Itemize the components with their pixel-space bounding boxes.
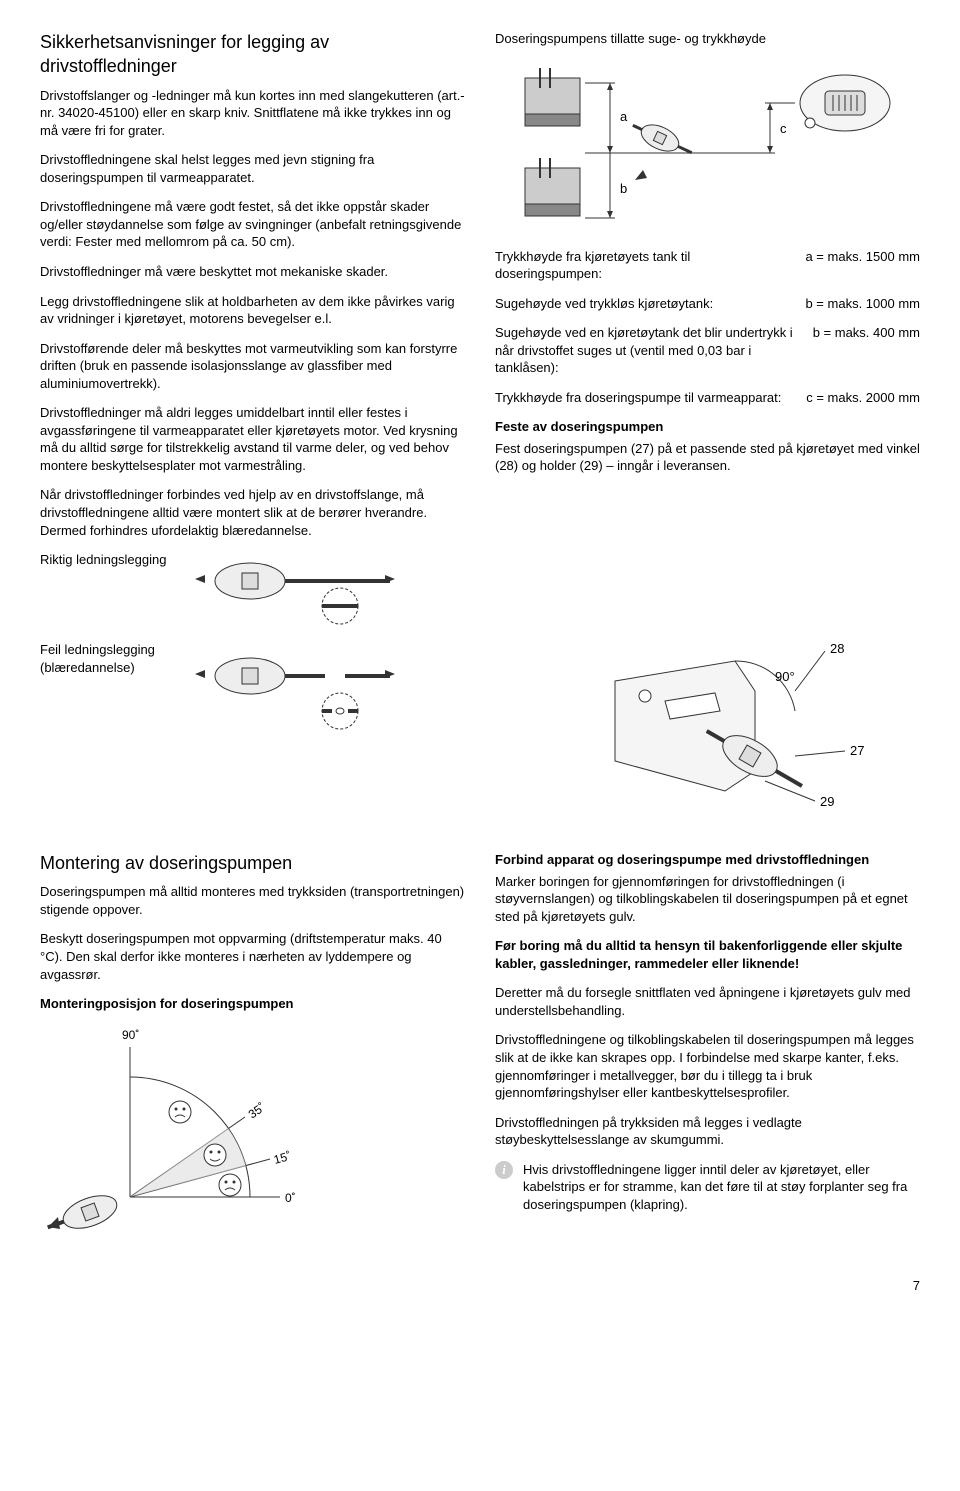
diagram-correct-routing: [190, 551, 450, 631]
svg-text:15˚: 15˚: [272, 1149, 292, 1167]
row2-value: b = maks. 1000 mm: [805, 295, 920, 313]
label-28: 28: [830, 641, 844, 656]
svg-text:0˚: 0˚: [285, 1191, 296, 1205]
heading-montering: Montering av doseringspumpen: [40, 851, 465, 875]
top-section: Sikkerhetsanvisninger for legging av dri…: [40, 30, 920, 641]
row3-value: b = maks. 400 mm: [813, 324, 920, 377]
heading-position: Monteringposisjon for doseringspumpen: [40, 995, 465, 1013]
row2-label: Sugehøyde ved trykkløs kjøretøytank:: [495, 295, 805, 313]
para-2: Drivstoffledningene skal helst legges me…: [40, 151, 465, 186]
bracket-diagram-block: 90° 28 27 29: [495, 641, 920, 841]
para-1: Drivstoffslanger og -ledninger må kun ko…: [40, 87, 465, 140]
diagram-wrong-routing: [190, 641, 450, 741]
para-forbind4: Drivstoffledningene og tilkoblingskabele…: [495, 1031, 920, 1101]
row4-value: c = maks. 2000 mm: [806, 389, 920, 407]
heading-feste: Feste av doseringspumpen: [495, 418, 920, 436]
para-forbind2: Før boring må du alltid ta hensyn til ba…: [495, 937, 920, 972]
info-note: i Hvis drivstoffledningene ligger inntil…: [495, 1161, 920, 1214]
heading-safety: Sikkerhetsanvisninger for legging av dri…: [40, 30, 465, 79]
label-correct: Riktig ledningslegging: [40, 551, 180, 569]
para-10: Beskytt doseringspumpen mot oppvarming (…: [40, 930, 465, 983]
dim-b-label: b: [620, 181, 627, 196]
para-8: Når drivstoffledninger forbindes ved hje…: [40, 486, 465, 539]
heading-pump-heights: Doseringspumpens tillatte suge- og trykk…: [495, 30, 920, 48]
para-3: Drivstoffledningene må være godt festet,…: [40, 198, 465, 251]
height-row-3: Sugehøyde ved en kjøretøytank det blir u…: [495, 324, 920, 377]
diagram-angle: 0˚ 90˚: [40, 1017, 340, 1247]
dim-c-label: c: [780, 121, 787, 136]
row4-label: Trykkhøyde fra doseringspumpe til varmea…: [495, 389, 806, 407]
label-27: 27: [850, 743, 864, 758]
height-row-4: Trykkhøyde fra doseringspumpe til varmea…: [495, 389, 920, 407]
bottom-section: Montering av doseringspumpen Doseringspu…: [40, 851, 920, 1247]
info-text: Hvis drivstoffledningene ligger inntil d…: [523, 1161, 920, 1214]
para-5: Legg drivstoffledningene slik at holdbar…: [40, 293, 465, 328]
svg-text:90˚: 90˚: [122, 1028, 139, 1042]
page-number: 7: [40, 1277, 920, 1295]
dim-a-label: a: [620, 109, 628, 124]
col-right-top: Doseringspumpens tillatte suge- og trykk…: [495, 30, 920, 641]
heading-forbind: Forbind apparat og doseringspumpe med dr…: [495, 851, 920, 869]
col-left-bottom: Montering av doseringspumpen Doseringspu…: [40, 851, 465, 1247]
para-4: Drivstoffledninger må være beskyttet mot…: [40, 263, 465, 281]
mid-diagram-row: Feil ledningslegging (blæredannelse): [40, 641, 920, 841]
correct-routing-row: Riktig ledningslegging: [40, 551, 465, 631]
label-90deg: 90°: [775, 669, 795, 684]
diagram-bracket: 90° 28 27 29: [495, 641, 915, 841]
height-row-1: Trykkhøyde fra kjøretøyets tank til dose…: [495, 248, 920, 283]
row3-label: Sugehøyde ved en kjøretøytank det blir u…: [495, 324, 813, 377]
para-forbind1: Marker boringen for gjennomføringen for …: [495, 873, 920, 926]
row1-label: Trykkhøyde fra kjøretøyets tank til dose…: [495, 248, 805, 283]
para-6: Drivstofførende deler må beskyttes mot v…: [40, 340, 465, 393]
col-left-top: Sikkerhetsanvisninger for legging av dri…: [40, 30, 465, 641]
col-right-bottom: Forbind apparat og doseringspumpe med dr…: [495, 851, 920, 1247]
para-forbind5: Drivstoffledningen på trykksiden må legg…: [495, 1114, 920, 1149]
height-row-2: Sugehøyde ved trykkløs kjøretøytank: b =…: [495, 295, 920, 313]
label-wrong: Feil ledningslegging (blæredannelse): [40, 641, 180, 676]
svg-text:35˚: 35˚: [246, 1100, 268, 1121]
wrong-routing-block: Feil ledningslegging (blæredannelse): [40, 641, 465, 841]
para-feste: Fest doseringspumpen (27) på et passende…: [495, 440, 920, 475]
row1-value: a = maks. 1500 mm: [805, 248, 920, 283]
para-7: Drivstoffledninger må aldri legges umidd…: [40, 404, 465, 474]
para-9: Doseringspumpen må alltid monteres med t…: [40, 883, 465, 918]
diagram-heights: a b: [495, 58, 915, 248]
para-forbind3: Deretter må du forsegle snittflaten ved …: [495, 984, 920, 1019]
label-29: 29: [820, 794, 834, 809]
info-icon: i: [495, 1161, 513, 1179]
